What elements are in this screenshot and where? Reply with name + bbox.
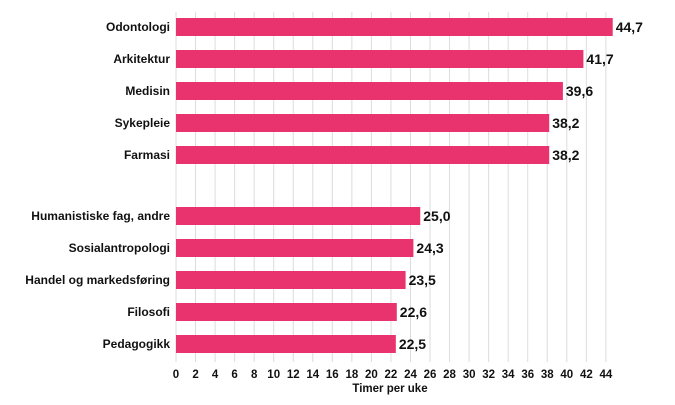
x-tick-label: 24 <box>404 369 417 381</box>
x-tick-label: 40 <box>560 369 573 381</box>
bar <box>176 303 397 321</box>
bar <box>176 114 550 132</box>
x-tick-label: 4 <box>212 369 219 381</box>
x-axis-title: Timer per uke <box>352 383 427 395</box>
bar <box>176 82 563 100</box>
x-tick-label: 28 <box>443 369 456 381</box>
x-tick-label: 26 <box>424 369 437 381</box>
category-label: Arkitektur <box>113 52 170 66</box>
value-label: 23,5 <box>409 272 436 288</box>
bar <box>176 146 550 164</box>
value-label: 38,2 <box>552 147 579 163</box>
gridlines <box>175 12 607 362</box>
x-tick-label: 14 <box>306 369 319 381</box>
category-label: Handel og markedsføring <box>25 273 170 287</box>
category-label: Farmasi <box>124 148 170 162</box>
x-tick-label: 44 <box>599 369 612 381</box>
x-axis-ticks: 0 2 4 6 8 10 12 14 16 18 20 22 24 26 28 30 32 34 36 38 40 42 4… <box>173 369 613 381</box>
value-label: 39,6 <box>566 83 593 99</box>
value-label: 22,6 <box>400 304 427 320</box>
x-tick-label: 36 <box>521 369 534 381</box>
value-label: 44,7 <box>616 19 643 35</box>
x-tick-label: 22 <box>385 369 398 381</box>
x-tick-label: 20 <box>365 369 378 381</box>
category-label: Pedagogikk <box>103 337 171 351</box>
bar <box>176 18 613 36</box>
value-label: 38,2 <box>552 115 579 131</box>
value-label: 22,5 <box>399 336 426 352</box>
category-label: Sosialantropologi <box>69 241 170 255</box>
value-label: 41,7 <box>586 51 613 67</box>
x-tick-label: 34 <box>502 369 515 381</box>
category-label: Sykepleie <box>115 116 171 130</box>
x-tick-label: 6 <box>231 369 237 381</box>
x-tick-label: 12 <box>287 369 300 381</box>
x-tick-label: 8 <box>251 369 258 381</box>
x-tick-label: 32 <box>482 369 495 381</box>
labels: Odontologi 44,7 Arkitektur 41,7 Medisin 39,6 S… <box>25 19 643 352</box>
x-tick-label: 10 <box>267 369 280 381</box>
x-tick-label: 0 <box>173 369 179 381</box>
bar <box>176 335 396 353</box>
x-tick-label: 42 <box>580 369 593 381</box>
value-label: 24,3 <box>416 240 443 256</box>
bar <box>176 239 414 257</box>
bar <box>176 207 421 225</box>
category-label: Humanistiske fag, andre <box>31 209 170 223</box>
x-tick-label: 2 <box>192 369 198 381</box>
bar <box>176 271 406 289</box>
value-label: 25,0 <box>423 208 450 224</box>
bars <box>176 18 613 353</box>
category-label: Filosofi <box>127 305 170 319</box>
bar <box>176 50 584 68</box>
x-tick-label: 16 <box>326 369 339 381</box>
category-label: Odontologi <box>106 20 170 34</box>
x-tick-label: 30 <box>463 369 476 381</box>
category-label: Medisin <box>125 84 170 98</box>
x-tick-label: 38 <box>541 369 554 381</box>
x-tick-label: 18 <box>345 369 358 381</box>
